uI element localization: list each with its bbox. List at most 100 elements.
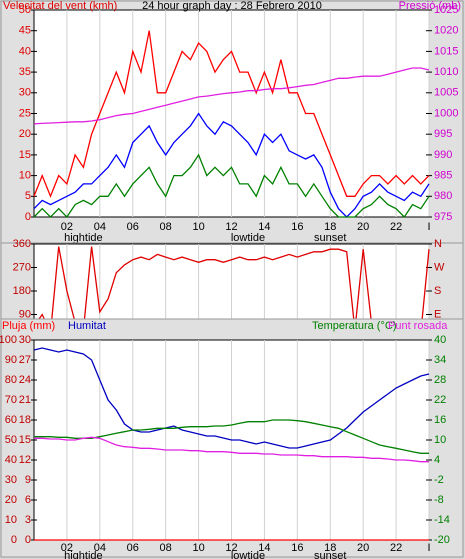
legend-entry: Humitat bbox=[68, 320, 106, 332]
y2-tick-label: 28 bbox=[434, 374, 446, 386]
y2-tick-label: -8 bbox=[434, 494, 444, 506]
y2-tick-label: 1005 bbox=[434, 87, 458, 99]
y-axis-title: Velocitat del vent (kmh) bbox=[3, 0, 117, 12]
series-line bbox=[33, 112, 430, 218]
y2-tick-label: -2 bbox=[434, 474, 444, 486]
y3-tick-label: 21 bbox=[19, 394, 31, 406]
y-tick-label: 45 bbox=[19, 25, 31, 37]
annotation: hightide bbox=[64, 232, 103, 244]
chart-title: 24 hour graph day : 28 Febrero 2010 bbox=[142, 0, 322, 12]
y2-tick-label: 995 bbox=[434, 128, 452, 140]
x-tick-label: 14 bbox=[258, 221, 270, 233]
x-tick-label: 08 bbox=[160, 542, 172, 554]
x-tick-label: 22 bbox=[390, 542, 402, 554]
y-tick-label: 20 bbox=[5, 494, 17, 506]
y2-tick-label: S bbox=[434, 285, 441, 297]
y3-tick-label: 9 bbox=[25, 474, 31, 486]
y-tick-label: 10 bbox=[5, 514, 17, 526]
x-tick-label: 20 bbox=[357, 542, 369, 554]
y2-tick-label: E bbox=[434, 308, 441, 320]
legend-entry: Pluja (mm) bbox=[2, 320, 55, 332]
y-tick-label: 35 bbox=[19, 66, 31, 78]
x-tick-label: I bbox=[427, 221, 430, 233]
y2-tick-label: 10 bbox=[434, 434, 446, 446]
y-tick-label: 25 bbox=[19, 107, 31, 119]
y-tick-label: 20 bbox=[19, 128, 31, 140]
y2-tick-label: 16 bbox=[434, 414, 446, 426]
y-tick-label: 15 bbox=[19, 149, 31, 161]
y-tick-label: 40 bbox=[5, 454, 17, 466]
series-line bbox=[33, 347, 430, 449]
series-line bbox=[33, 246, 430, 337]
series-line bbox=[33, 67, 430, 125]
x-tick-label: 14 bbox=[258, 542, 270, 554]
x-tick-label: I bbox=[427, 542, 430, 554]
y2-tick-label: W bbox=[434, 261, 445, 273]
series-line bbox=[33, 153, 430, 219]
x-tick-label: 12 bbox=[225, 221, 237, 233]
y2-tick-label: 4 bbox=[434, 454, 440, 466]
annotation: hightide bbox=[64, 550, 103, 559]
y2-tick-label: 985 bbox=[434, 170, 452, 182]
x-tick-label: 16 bbox=[291, 221, 303, 233]
y2-tick-label: 34 bbox=[434, 354, 446, 366]
y-tick-label: 60 bbox=[5, 414, 17, 426]
y3-tick-label: 12 bbox=[19, 454, 31, 466]
y2-tick-label: N bbox=[434, 238, 442, 250]
annotation: sunset bbox=[314, 550, 346, 559]
y2-tick-label: 1010 bbox=[434, 66, 458, 78]
x-tick-label: 20 bbox=[357, 221, 369, 233]
x-tick-label: 08 bbox=[160, 221, 172, 233]
y-tick-label: 70 bbox=[5, 394, 17, 406]
y-tick-label: 50 bbox=[19, 4, 31, 16]
y3-tick-label: 3 bbox=[25, 514, 31, 526]
y-tick-label: 10 bbox=[19, 170, 31, 182]
y2-tick-label: 975 bbox=[434, 211, 452, 223]
y3-tick-label: 27 bbox=[19, 354, 31, 366]
y-tick-label: 270 bbox=[13, 261, 31, 273]
x-tick-label: 18 bbox=[324, 542, 336, 554]
x-tick-label: 06 bbox=[127, 542, 139, 554]
y2-tick-label: -14 bbox=[434, 514, 450, 526]
y3-tick-label: 0 bbox=[25, 534, 31, 546]
y-tick-label: 80 bbox=[5, 374, 17, 386]
y-tick-label: 50 bbox=[5, 434, 17, 446]
y2-tick-label: 1020 bbox=[434, 25, 458, 37]
series-line bbox=[34, 419, 429, 454]
y-tick-label: 30 bbox=[19, 87, 31, 99]
y3-tick-label: 24 bbox=[19, 374, 31, 386]
y-tick-label: 40 bbox=[19, 45, 31, 57]
x-tick-label: 02 bbox=[61, 542, 73, 554]
y-tick-label: 90 bbox=[19, 308, 31, 320]
y-tick-label: 90 bbox=[5, 354, 17, 366]
annotation: sunset bbox=[314, 232, 346, 244]
y-tick-label: 100 bbox=[0, 334, 17, 346]
y2-tick-label: -20 bbox=[434, 534, 450, 546]
x-tick-label: 22 bbox=[390, 221, 402, 233]
y2-axis-title: Pressió (mb) bbox=[399, 0, 461, 12]
y3-tick-label: 30 bbox=[19, 334, 31, 346]
y-tick-label: 180 bbox=[13, 285, 31, 297]
x-tick-label: 04 bbox=[94, 542, 106, 554]
series-line bbox=[33, 30, 430, 199]
y2-tick-label: 1015 bbox=[434, 45, 458, 57]
x-tick-label: 02 bbox=[61, 221, 73, 233]
x-tick-label: 18 bbox=[324, 221, 336, 233]
y-tick-label: 0 bbox=[25, 211, 31, 223]
series-line bbox=[34, 436, 429, 463]
y2-tick-label: 980 bbox=[434, 190, 452, 202]
y3-tick-label: 6 bbox=[25, 494, 31, 506]
y-tick-label: 30 bbox=[5, 474, 17, 486]
y-tick-label: 5 bbox=[25, 190, 31, 202]
y3-tick-label: 15 bbox=[19, 434, 31, 446]
y2-tick-label: 1000 bbox=[434, 107, 458, 119]
x-tick-label: 10 bbox=[192, 542, 204, 554]
y2-tick-label: 1025 bbox=[434, 4, 458, 16]
y3-tick-label: 18 bbox=[19, 414, 31, 426]
legend-entry: Punt rosada bbox=[388, 320, 448, 332]
y-tick-label: 360 bbox=[13, 238, 31, 250]
x-tick-label: 12 bbox=[225, 542, 237, 554]
x-tick-label: 06 bbox=[127, 221, 139, 233]
x-tick-label: 16 bbox=[291, 542, 303, 554]
